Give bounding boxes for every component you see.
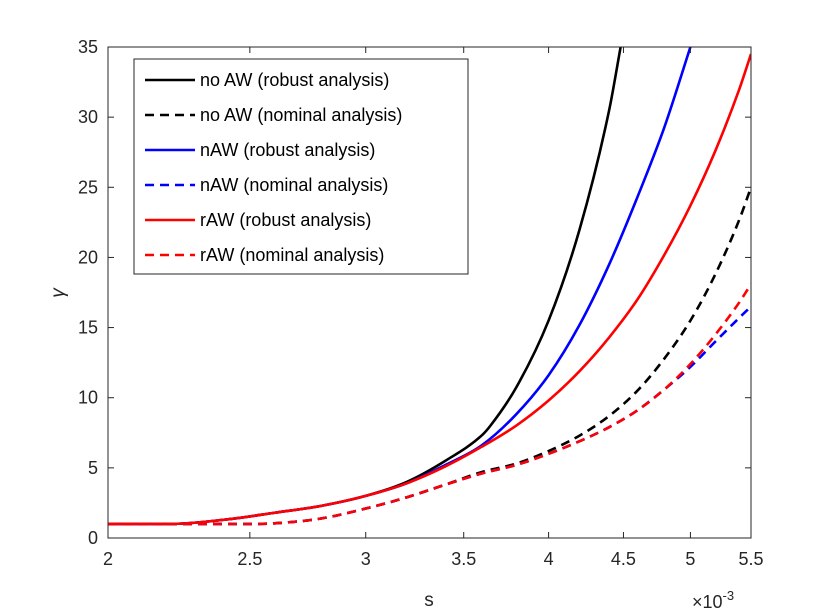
legend: no AW (robust analysis) no AW (nominal an…: [133, 58, 469, 275]
legend-items: no AW (robust analysis) no AW (nominal an…: [145, 70, 402, 265]
y-tick-label: 5: [88, 458, 98, 478]
legend-label-raw-robust-analysis: rAW (robust analysis): [200, 210, 371, 230]
y-tick-label: 10: [78, 388, 98, 408]
x-tick-label: 2.5: [237, 549, 262, 569]
x-tick-label: 3: [361, 549, 371, 569]
x-multiplier-base: ×10: [692, 592, 723, 612]
x-tick-label: 4: [544, 549, 554, 569]
x-tick-label: 5: [685, 549, 695, 569]
y-tick-label: 25: [78, 177, 98, 197]
y-tick-label: 0: [88, 528, 98, 548]
series-layer: [108, 47, 751, 526]
legend-label-naw-nominal-analysis: nAW (nominal analysis): [200, 175, 388, 195]
axes-box: [107, 46, 752, 539]
x-tick-label: 3.5: [451, 549, 476, 569]
tick-layer: 2 2.5 3 3.5 4 4.5 5 5.5 0 5 10 15 20 25 30 35: [78, 37, 764, 569]
series-line-raw-nominal-analysis: [108, 283, 751, 526]
x-multiplier-exponent: -3: [723, 588, 735, 603]
x-multiplier-label: ×10-3: [692, 588, 734, 612]
legend-label-naw-robust-analysis: nAW (robust analysis): [200, 140, 375, 160]
legend-box: [133, 58, 469, 275]
series-line-raw-robust-analysis: [108, 53, 751, 526]
legend-label-no-aw-nominal-analysis: no AW (nominal analysis): [200, 105, 402, 125]
legend-label-raw-nominal-analysis: rAW (nominal analysis): [200, 245, 384, 265]
x-axis-label: s: [424, 590, 434, 611]
legend-label-no-aw-robust-analysis: no AW (robust analysis): [200, 70, 389, 90]
y-tick-label: 15: [78, 318, 98, 338]
y-axis-label: γ: [48, 287, 69, 298]
x-tick-label: 5.5: [738, 549, 763, 569]
y-tick-label: 35: [78, 37, 98, 57]
y-tick-label: 20: [78, 247, 98, 267]
x-tick-label: 4.5: [611, 549, 636, 569]
y-tick-label: 30: [78, 107, 98, 127]
x-tick-label: 2: [103, 549, 113, 569]
